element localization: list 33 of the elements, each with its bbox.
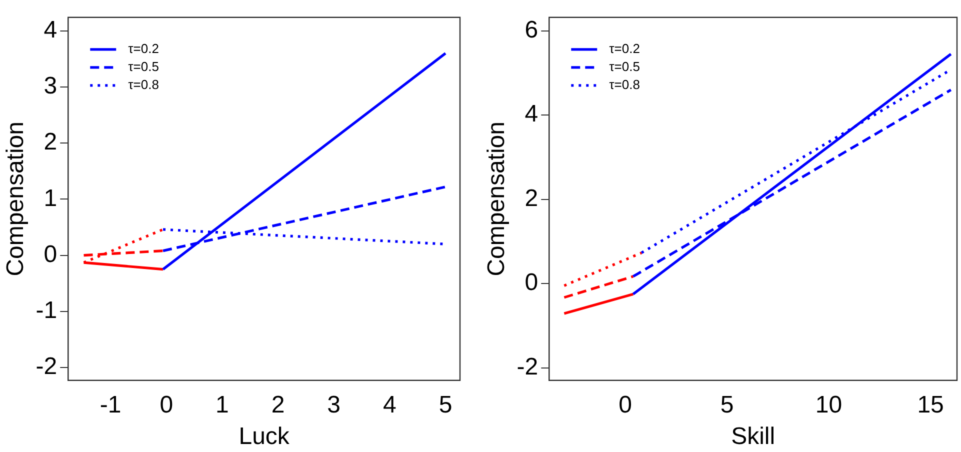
legend-label: τ=0.5 bbox=[609, 58, 640, 74]
legend-label: τ=0.8 bbox=[128, 76, 159, 92]
x-tick-label: -1 bbox=[100, 391, 122, 418]
x-tick-label: 1 bbox=[216, 391, 229, 418]
x-tick-label: 5 bbox=[720, 391, 734, 418]
y-tick-label: 0 bbox=[44, 240, 58, 268]
x-axis-title: Luck bbox=[238, 423, 290, 450]
x-tick-label: 4 bbox=[382, 391, 396, 418]
y-tick-label: 4 bbox=[524, 100, 538, 128]
legend-label: τ=0.5 bbox=[128, 58, 159, 74]
y-tick-label: 1 bbox=[44, 184, 58, 212]
y-axis-title: Compensation bbox=[2, 122, 30, 276]
x-tick-label: 0 bbox=[160, 391, 174, 418]
x-tick-label: 3 bbox=[327, 391, 341, 418]
y-tick-label: -2 bbox=[36, 353, 58, 380]
x-axis-title: Skill bbox=[731, 423, 776, 450]
y-axis-title: Compensation bbox=[483, 122, 510, 276]
legend-label: τ=0.2 bbox=[128, 40, 159, 56]
y-tick-label: 6 bbox=[524, 16, 538, 44]
legend-label: τ=0.8 bbox=[609, 76, 640, 92]
x-tick-label: 5 bbox=[438, 391, 452, 418]
y-tick-label: -2 bbox=[516, 353, 538, 380]
y-tick-label: 4 bbox=[44, 16, 58, 44]
x-tick-label: 15 bbox=[917, 391, 944, 418]
y-tick-label: -1 bbox=[36, 297, 58, 324]
x-tick-label: 0 bbox=[618, 391, 632, 418]
y-tick-label: 3 bbox=[44, 72, 58, 100]
x-tick-label: 2 bbox=[271, 391, 285, 418]
x-tick-label: 10 bbox=[815, 391, 842, 418]
legend-label: τ=0.2 bbox=[609, 40, 640, 56]
y-tick-label: 2 bbox=[44, 128, 58, 156]
y-tick-label: 0 bbox=[524, 269, 538, 296]
y-tick-label: 2 bbox=[524, 184, 538, 212]
